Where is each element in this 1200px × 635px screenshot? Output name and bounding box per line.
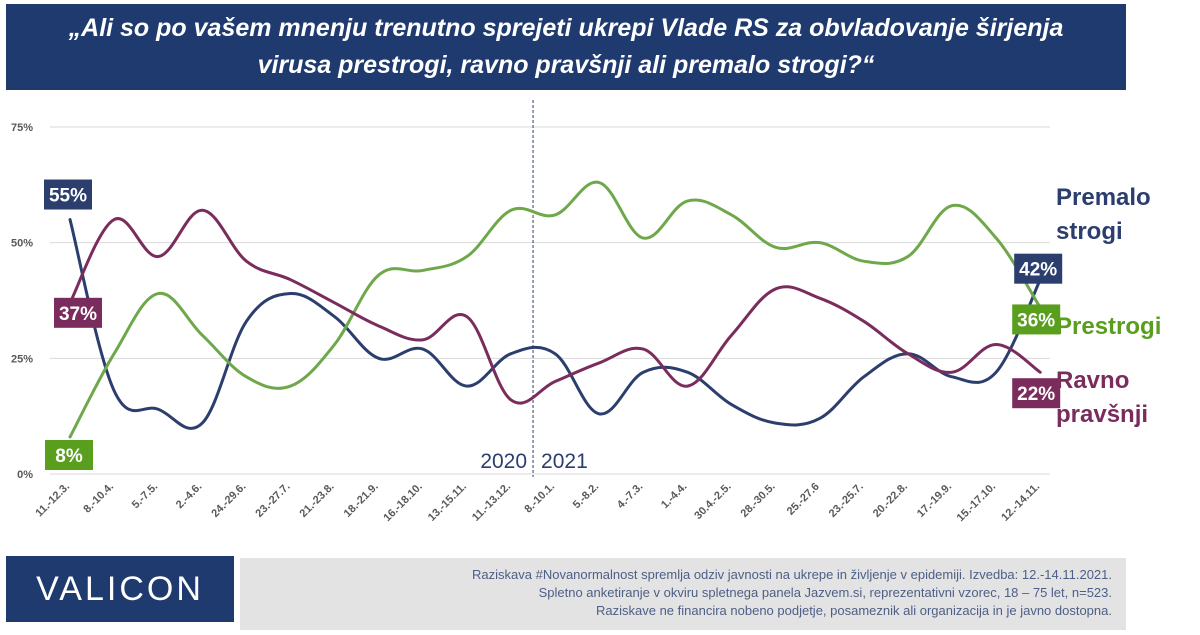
x-tick-label: 21.-23.8. <box>298 481 337 520</box>
data-label: 55% <box>49 186 87 207</box>
data-label: 42% <box>1019 260 1057 281</box>
data-label-box <box>44 179 92 210</box>
y-tick-label: 25% <box>11 353 33 365</box>
legend-label: Premalo <box>1056 184 1151 211</box>
x-tick-label: 2.-4.6. <box>174 481 205 512</box>
data-label: 8% <box>55 446 83 467</box>
x-tick-label: 24.-29.6. <box>209 481 248 520</box>
legend-label: pravšnji <box>1056 401 1148 428</box>
footer-line-3: Raziskave ne financira nobeno podjetje, … <box>596 603 1112 618</box>
data-label-box <box>1012 378 1061 409</box>
legend-label: strogi <box>1056 218 1123 245</box>
footer-line-2: Spletno anketiranje v okviru spletnega p… <box>538 585 1112 600</box>
x-tick-label: 28.-30.5. <box>739 481 778 520</box>
x-tick-label: 4.-7.3. <box>615 481 646 512</box>
data-label-box <box>54 297 102 328</box>
x-tick-label: 23.-25.7. <box>827 481 866 520</box>
series-line <box>68 180 1042 439</box>
y-tick-label: 0% <box>17 469 33 481</box>
legend-label: Prestrogi <box>1056 313 1161 340</box>
year-label-right: 2021 <box>541 450 588 473</box>
x-tick-label: 5.-7.5. <box>130 481 161 512</box>
line-chart: 2020 2021 0% 25% 50% 75% 11.-12.3. 8.-10.4. 5.… <box>11 100 1161 525</box>
x-tick-label: 23.-27.7. <box>253 481 292 520</box>
x-tick-label: 5.-8.2. <box>571 481 602 512</box>
x-tick-label: 30.4.-2.5. <box>692 481 733 522</box>
x-tick-label: 1.-4.4. <box>659 481 690 512</box>
data-label-box <box>1014 253 1063 284</box>
footer-note: Raziskava #Novanormalnost spremlja odziv… <box>240 558 1126 630</box>
x-tick-label: 15.-17.10. <box>955 481 999 525</box>
title-line-2: virusa prestrogi, ravno pravšnji ali pre… <box>257 51 875 79</box>
x-tick-label: 13.-15.11. <box>426 481 469 524</box>
x-tick-label: 12.-14.11. <box>999 481 1042 524</box>
x-tick-label: 25.-27.6 <box>785 481 822 518</box>
x-tick-label: 11.-13.12. <box>470 481 513 524</box>
x-tick-label: 16.-18.10. <box>381 481 425 525</box>
series-line <box>68 208 1042 405</box>
x-tick-label: 18.-21.9. <box>342 481 381 520</box>
y-tick-label: 75% <box>11 122 33 134</box>
data-label: 37% <box>59 304 97 325</box>
legend-label: Ravno <box>1056 367 1129 394</box>
x-tick-label: 8.-10.1. <box>522 481 557 516</box>
year-label-left: 2020 <box>480 450 527 473</box>
title-line-1: „Ali so po vašem mnenju trenutno sprejet… <box>68 14 1064 42</box>
data-label: 36% <box>1017 310 1055 331</box>
footer-line-1: Raziskava #Novanormalnost spremlja odziv… <box>472 567 1112 582</box>
data-label-box <box>1012 304 1061 335</box>
data-label: 22% <box>1017 384 1055 405</box>
x-tick-label: 20.-22.8. <box>871 481 910 520</box>
x-tick-label: 11.-12.3. <box>33 481 72 520</box>
valicon-logo: VALICON <box>6 556 234 622</box>
data-label-box <box>45 439 93 470</box>
chart-title-banner: „Ali so po vašem mnenju trenutno sprejet… <box>6 4 1126 90</box>
y-tick-label: 50% <box>11 238 33 250</box>
series-line <box>68 218 1042 430</box>
x-tick-label: 17.-19.9. <box>915 481 954 520</box>
x-tick-label: 8.-10.4. <box>81 481 116 516</box>
